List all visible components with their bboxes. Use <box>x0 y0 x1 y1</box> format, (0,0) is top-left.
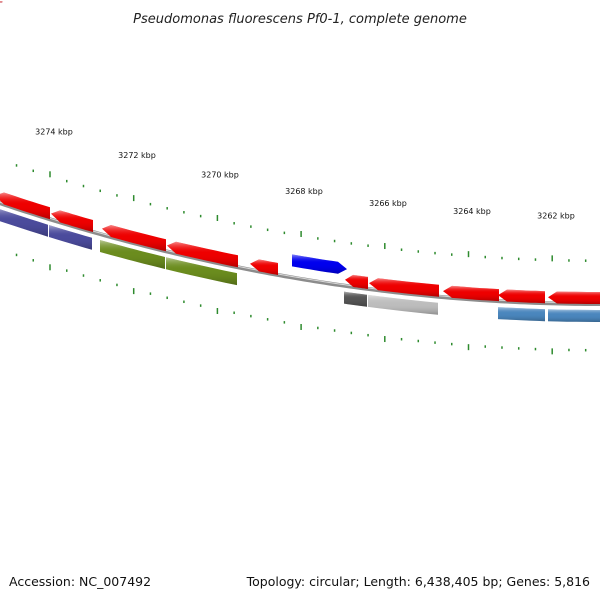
map-title: Pseudomonas fluorescens Pf0-1, complete … <box>133 12 467 27</box>
gene-label[interactable]: Pfl01_2831 <box>0 0 25 3</box>
gene-arrow-shading <box>369 278 439 297</box>
backbone-highlight <box>0 201 600 304</box>
cog-segment-shading <box>344 291 367 307</box>
genome-backbone <box>0 201 600 307</box>
gene-label[interactable]: Pfl01_2830 <box>0 0 25 3</box>
coordinate-ruler: 3274 kbp 3272 kbp 3270 kbp 3268 kbp 3266 kbp… <box>15 127 587 355</box>
cog-segment-shading <box>100 240 165 269</box>
cog-segment-shading <box>166 257 237 286</box>
gene-arrow-shading <box>548 291 600 304</box>
gene-arrow-shading <box>292 254 347 274</box>
ruler-label: 3262 kbp <box>537 211 575 220</box>
gene-arrow-shading <box>345 274 368 289</box>
gene-label[interactable]: Pfl01_2832 <box>0 0 25 3</box>
genome-summary-text: Topology: circular; Length: 6,438,405 bp… <box>246 574 590 589</box>
ruler-label: 3266 kbp <box>369 199 407 208</box>
gene-arrow-shading <box>498 289 545 304</box>
gene-arrow-shading <box>167 241 238 268</box>
cog-segment-shading <box>368 294 438 315</box>
ruler-label: 3272 kbp <box>118 151 156 160</box>
gene-label[interactable]: Pfl01_2836 <box>0 0 25 3</box>
cog-segment-shading <box>0 209 48 237</box>
gene-track <box>0 192 600 304</box>
gene-label[interactable]: Pfl01_2829 <box>0 0 25 3</box>
backbone-line <box>0 201 600 307</box>
gene-arrow-shading <box>0 192 50 220</box>
cog-color-track <box>0 209 600 322</box>
cog-segment-shading <box>49 225 92 250</box>
gene-label[interactable]: Pfl01_2834 <box>0 0 25 3</box>
gene-labels: Pfl01_2837Pfl01_2836arnTPfl01_2834Pfl01_… <box>0 0 25 3</box>
cog-segment-shading <box>548 309 600 322</box>
gene-arrow-shading <box>250 259 278 275</box>
ruler-label: 3264 kbp <box>453 207 491 216</box>
cog-segment-shading <box>498 307 545 322</box>
gene-label[interactable]: arnT <box>0 0 11 3</box>
gene-arrow-shading <box>443 285 499 302</box>
gene-label[interactable]: Pfl01_2833 <box>0 0 25 3</box>
accession-text: Accession: NC_007492 <box>9 574 151 589</box>
gene-arrow-shading <box>102 225 166 252</box>
gene-arrow-shading <box>51 210 93 232</box>
ruler-label: 3270 kbp <box>201 171 239 180</box>
ruler-label: 3268 kbp <box>285 187 323 196</box>
gene-label[interactable]: Pfl01_2837 <box>0 0 25 3</box>
ruler-label: 3274 kbp <box>35 127 73 136</box>
